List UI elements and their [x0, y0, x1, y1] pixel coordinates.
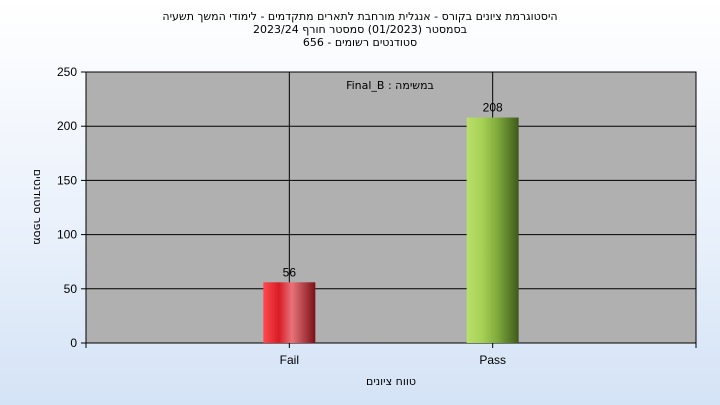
data-label: 208 — [483, 101, 503, 115]
bar-fail — [263, 282, 316, 343]
y-tick-label: 200 — [57, 119, 77, 133]
chart-title: היסטוגרמת ציונים בקורס - אנגלית מורחבת ל… — [0, 10, 720, 49]
chart-annotation: במשימה : Final_B — [346, 79, 434, 92]
bars — [263, 117, 519, 343]
chart-title-line-2: בסמסטר (01/2023) סמסטר חורף 2023/24 — [253, 23, 467, 36]
y-tick-label: 50 — [64, 282, 78, 296]
data-label: 56 — [283, 265, 297, 279]
y-tick-label: 250 — [57, 65, 77, 79]
bar-pass — [466, 117, 519, 343]
labels: 0 50 100 150 200 250 Fail 56 Pass 208 — [57, 65, 506, 367]
y-tick-label: 0 — [70, 336, 77, 350]
x-tick-label: Pass — [479, 353, 506, 367]
x-axis-title: טווח ציונים — [366, 375, 416, 388]
plot-area — [85, 71, 697, 344]
y-tick-label: 150 — [57, 173, 77, 187]
y-axis-title: מספר סטודנטים — [31, 169, 44, 245]
x-tick-label: Fail — [280, 353, 299, 367]
chart-title-line-1: היסטוגרמת ציונים בקורס - אנגלית מורחבת ל… — [162, 10, 558, 23]
chart-title-line-3: סטודנטים רשומים - 656 — [302, 36, 418, 49]
y-tick-label: 100 — [57, 228, 77, 242]
